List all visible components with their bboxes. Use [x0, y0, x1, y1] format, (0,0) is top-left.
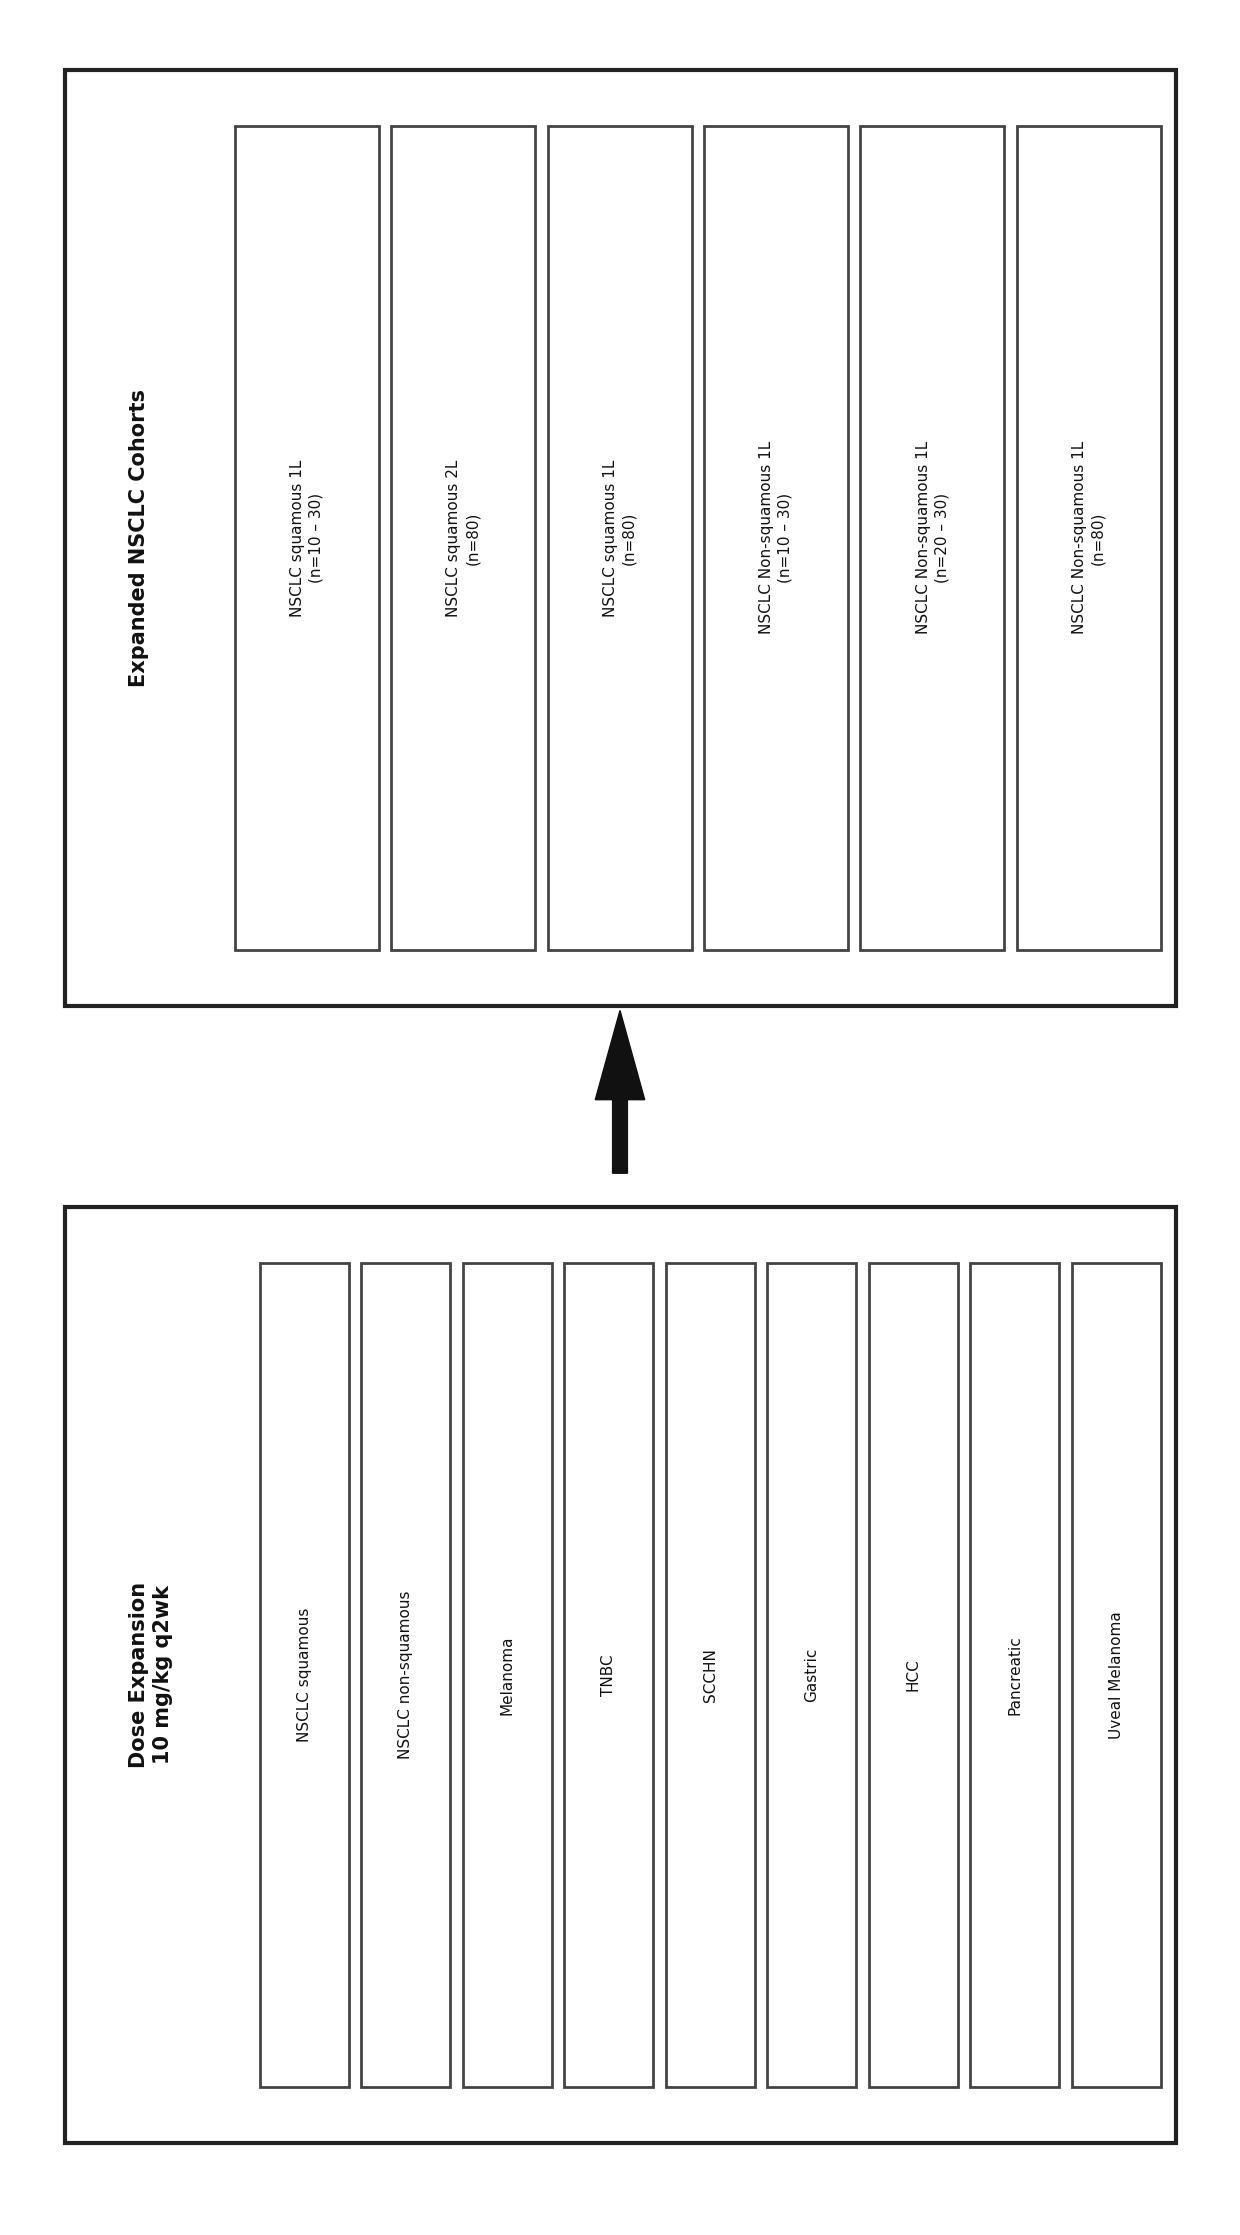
Bar	[1017, 125, 1161, 950]
Text: SCCHN: SCCHN	[703, 1647, 718, 1701]
Text: Pancreatic: Pancreatic	[1007, 1636, 1022, 1714]
Bar	[234, 125, 379, 950]
Bar	[970, 1263, 1059, 2087]
Bar	[463, 1263, 552, 2087]
Bar	[666, 1263, 755, 2087]
Bar	[64, 69, 1176, 1006]
Bar	[391, 125, 536, 950]
Text: Melanoma: Melanoma	[500, 1636, 515, 1714]
Text: HCC: HCC	[905, 1658, 920, 1692]
Text: NSCLC squamous: NSCLC squamous	[296, 1607, 311, 1741]
Bar	[64, 1207, 1176, 2143]
Bar	[548, 125, 692, 950]
Text: NSCLC squamous 2L
(n=80): NSCLC squamous 2L (n=80)	[446, 458, 480, 617]
Text: NSCLC squamous 1L
(n=10 – 30): NSCLC squamous 1L (n=10 – 30)	[290, 458, 324, 617]
Text: Dose Expansion
10 mg/kg q2wk: Dose Expansion 10 mg/kg q2wk	[129, 1582, 172, 1768]
Text: Expanded NSCLC Cohorts: Expanded NSCLC Cohorts	[129, 389, 149, 686]
Text: TNBC: TNBC	[601, 1654, 616, 1696]
Bar	[768, 1263, 856, 2087]
Text: NSCLC Non-squamous 1L
(n=20 – 30): NSCLC Non-squamous 1L (n=20 – 30)	[915, 440, 949, 635]
Polygon shape	[595, 1010, 645, 1173]
Bar	[704, 125, 848, 950]
Text: Uveal Melanoma: Uveal Melanoma	[1109, 1611, 1123, 1739]
Bar	[361, 1263, 450, 2087]
Text: NSCLC Non-squamous 1L
(n=10 – 30): NSCLC Non-squamous 1L (n=10 – 30)	[759, 440, 792, 635]
Text: NSCLC squamous 1L
(n=80): NSCLC squamous 1L (n=80)	[603, 458, 636, 617]
Text: NSCLC Non-squamous 1L
(n=80): NSCLC Non-squamous 1L (n=80)	[1071, 440, 1106, 635]
Bar	[868, 1263, 957, 2087]
Bar	[259, 1263, 348, 2087]
Bar	[564, 1263, 653, 2087]
Text: NSCLC non-squamous: NSCLC non-squamous	[398, 1591, 413, 1759]
Text: Gastric: Gastric	[804, 1647, 820, 1703]
Bar	[861, 125, 1004, 950]
Bar	[1071, 1263, 1161, 2087]
